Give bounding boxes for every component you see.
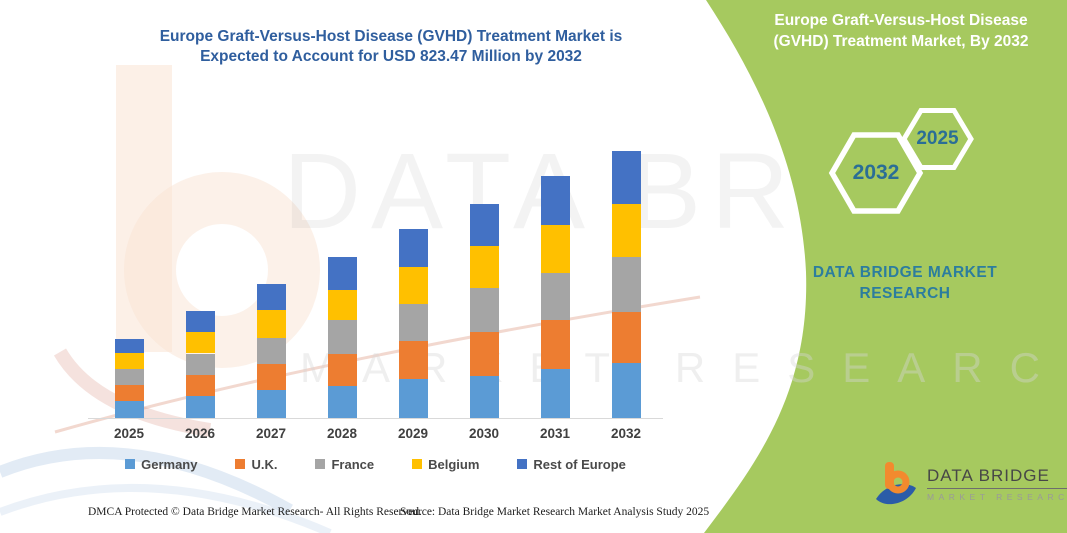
- panel-brand-text: DATA BRIDGE MARKET RESEARCH: [812, 264, 998, 302]
- data-bridge-logo-icon: [876, 462, 916, 505]
- hexagon-badges: [828, 108, 974, 214]
- legend-label: U.K.: [251, 456, 278, 472]
- bar-segment-germany-2031: [540, 369, 570, 418]
- bar-segment-uk-2032: [611, 311, 641, 363]
- legend-label: Rest of Europe: [533, 456, 626, 472]
- bar-segment-restofeurope-2029: [398, 229, 428, 268]
- green-panel-shape: [704, 0, 1067, 533]
- chart-legend: Germany U.K. France Belgium Rest of Europe: [88, 454, 663, 474]
- legend-swatch: [412, 459, 423, 469]
- bar-segment-belgium-2026: [185, 332, 215, 354]
- panel-title-line2: (GVHD) Treatment Market, By 2032: [773, 33, 1029, 50]
- badge-2032-label: 2032: [852, 161, 900, 184]
- legend-swatch: [517, 459, 528, 469]
- bar-segment-france-2031: [540, 273, 570, 321]
- bar-2028: [327, 257, 357, 418]
- bar-segment-france-2028: [327, 320, 357, 355]
- data-bridge-logo-text: DATA BRIDGE MARKET RESEARCH: [927, 466, 1067, 502]
- bar-segment-belgium-2028: [327, 289, 357, 321]
- page-title-line1: Europe Graft-Versus-Host Disease (GVHD) …: [159, 28, 623, 45]
- bar-segment-germany-2025: [114, 400, 144, 418]
- bar-segment-france-2027: [256, 337, 286, 364]
- logo-b-bowl: [886, 470, 910, 494]
- x-axis-label-2032: 2032: [610, 426, 642, 441]
- legend-label: Belgium: [428, 456, 480, 472]
- bar-segment-restofeurope-2031: [540, 176, 570, 225]
- bar-segment-restofeurope-2026: [185, 310, 215, 333]
- bar-segment-belgium-2029: [398, 267, 428, 305]
- page-title: Europe Graft-Versus-Host Disease (GVHD) …: [88, 27, 694, 67]
- bar-2025: [114, 339, 144, 418]
- bar-segment-germany-2028: [327, 385, 357, 418]
- bar-2029: [398, 229, 428, 418]
- bar-2027: [256, 283, 286, 418]
- bar-segment-france-2026: [185, 353, 215, 375]
- bar-segment-restofeurope-2032: [611, 151, 641, 205]
- bar-segment-france-2025: [114, 369, 144, 385]
- legend-label: Germany: [141, 456, 198, 472]
- legend-item-restofeurope: Rest of Europe: [517, 456, 626, 472]
- bar-segment-belgium-2030: [469, 246, 499, 289]
- hexagon-2025: [901, 108, 974, 170]
- logo-subtitle: MARKET RESEARCH: [927, 492, 1067, 502]
- bar-segment-belgium-2025: [114, 353, 144, 370]
- legend-swatch: [125, 459, 136, 469]
- bar-2031: [540, 176, 570, 418]
- bar-segment-restofeurope-2027: [256, 283, 286, 310]
- legend-swatch: [315, 459, 326, 469]
- bar-segment-germany-2032: [611, 362, 641, 418]
- logo-name: DATA BRIDGE: [927, 466, 1067, 489]
- bar-segment-uk-2031: [540, 320, 570, 370]
- bar-segment-france-2032: [611, 257, 641, 312]
- bar-2030: [469, 203, 499, 418]
- watermark-sub-text: MARKET RESEARCH: [300, 344, 1067, 391]
- legend-item-germany: Germany: [125, 457, 197, 472]
- bar-segment-france-2030: [469, 288, 499, 333]
- bar-2032: [611, 151, 641, 418]
- bar-segment-germany-2026: [185, 395, 215, 418]
- bar-segment-uk-2029: [398, 341, 428, 380]
- x-axis-label-2030: 2030: [468, 426, 500, 441]
- footer-copyright: DMCA Protected © Data Bridge Market Rese…: [88, 506, 422, 518]
- bar-segment-germany-2029: [398, 379, 428, 418]
- bar-segment-germany-2027: [256, 389, 286, 418]
- data-bridge-logo: DATA BRIDGE MARKET RESEARCH: [872, 461, 1067, 507]
- legend-item-uk: U.K.: [235, 457, 277, 472]
- bar-segment-restofeurope-2030: [469, 203, 499, 247]
- x-axis-label-2025: 2025: [113, 426, 145, 441]
- legend-swatch: [235, 459, 246, 469]
- bar-segment-uk-2028: [327, 354, 357, 386]
- bar-2026: [185, 310, 215, 418]
- x-axis-label-2027: 2027: [255, 426, 287, 441]
- bar-segment-uk-2025: [114, 384, 144, 401]
- panel-title-line1: Europe Graft-Versus-Host Disease: [774, 12, 1028, 29]
- page-title-line2: Expected to Account for USD 823.47 Milli…: [200, 48, 582, 65]
- legend-item-belgium: Belgium: [412, 457, 479, 472]
- legend-label: France: [331, 456, 375, 472]
- x-axis-label-2028: 2028: [326, 426, 358, 441]
- bar-segment-belgium-2032: [611, 204, 641, 258]
- stacked-bar-chart: [88, 95, 663, 419]
- badge-2025-label: 2025: [916, 128, 959, 149]
- bar-segment-france-2029: [398, 304, 428, 342]
- bar-segment-germany-2030: [469, 375, 499, 418]
- x-axis-label-2031: 2031: [539, 426, 571, 441]
- x-axis-label-2029: 2029: [397, 426, 429, 441]
- bar-segment-uk-2026: [185, 374, 215, 396]
- x-axis-label-2026: 2026: [184, 426, 216, 441]
- bar-segment-restofeurope-2025: [114, 339, 144, 354]
- bar-segment-uk-2030: [469, 332, 499, 376]
- x-axis-labels: 2025 2026 2027 2028 2029 2030 2031 2032: [88, 426, 663, 444]
- panel-title: Europe Graft-Versus-Host Disease (GVHD) …: [742, 10, 1060, 52]
- bar-segment-belgium-2031: [540, 224, 570, 274]
- hexagon-2032: [828, 132, 924, 214]
- footer-source: Source: Data Bridge Market Research Mark…: [400, 506, 710, 518]
- bar-segment-uk-2027: [256, 363, 286, 390]
- legend-item-france: France: [315, 457, 374, 472]
- bar-segment-restofeurope-2028: [327, 257, 357, 290]
- bar-segment-belgium-2027: [256, 309, 286, 338]
